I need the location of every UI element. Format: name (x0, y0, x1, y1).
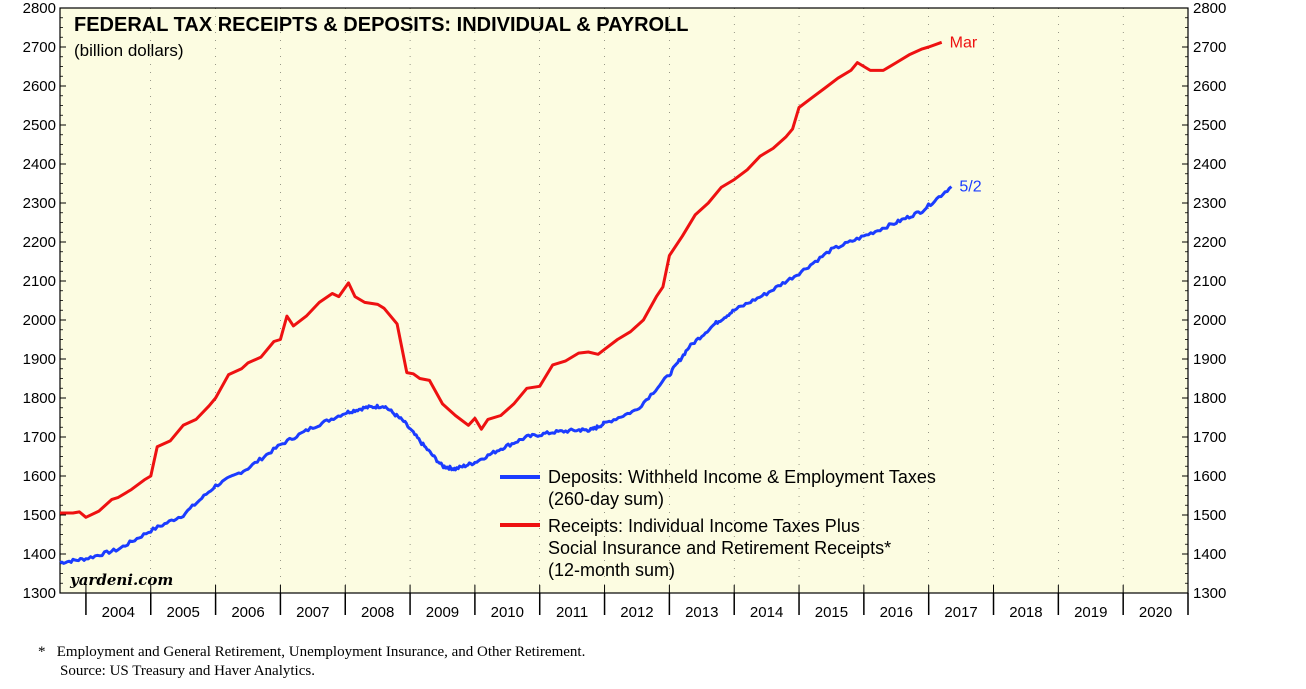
y-tick-label-right: 2800 (1193, 0, 1226, 17)
x-tick-label: 2004 (102, 604, 135, 621)
y-tick-label-right: 1400 (1193, 546, 1226, 563)
y-tick-label-left: 1800 (23, 390, 56, 407)
y-tick-label-right: 1800 (1193, 390, 1226, 407)
y-tick-label-right: 1900 (1193, 351, 1226, 368)
x-tick-label: 2016 (880, 604, 913, 621)
y-tick-label-left: 2700 (23, 39, 56, 56)
x-tick-label: 2010 (491, 604, 524, 621)
chart-title: FEDERAL TAX RECEIPTS & DEPOSITS: INDIVID… (74, 14, 689, 36)
end-label-receipts: Mar (950, 34, 978, 51)
legend-label-receipts: Receipts: Individual Income Taxes Plus (548, 516, 860, 536)
y-tick-label-left: 2600 (23, 78, 56, 95)
y-tick-label-right: 1500 (1193, 507, 1226, 524)
y-tick-label-right: 2100 (1193, 273, 1226, 290)
x-tick-label: 2020 (1139, 604, 1172, 621)
legend: Deposits: Withheld Income & Employment T… (500, 467, 936, 580)
end-label-deposits: 5/2 (959, 179, 981, 196)
y-tick-label-left: 2800 (23, 0, 56, 17)
y-axis-right: 1300 1400 1500 1600 1700 1800 1900 2000 2100 2200… (1182, 0, 1226, 602)
y-tick-label-left: 1600 (23, 468, 56, 485)
y-tick-label-left: 2100 (23, 273, 56, 290)
x-tick-label: 2011 (556, 604, 588, 621)
x-tick-label: 2015 (815, 604, 848, 621)
x-tick-label: 2019 (1074, 604, 1107, 621)
y-tick-label-left: 1900 (23, 351, 56, 368)
y-tick-label-left: 2000 (23, 312, 56, 329)
footnote-text: Employment and General Retirement, Unemp… (56, 644, 586, 660)
series-line-deposits (59, 185, 953, 565)
x-tick-label: 2014 (750, 604, 783, 621)
legend-label-deposits-sub: (260-day sum) (548, 489, 664, 509)
source-note: Source: US Treasury and Haver Analytics. (60, 663, 315, 679)
plot-area (59, 7, 1189, 594)
x-tick-label: 2006 (231, 604, 264, 621)
legend-label-receipts-line3: (12-month sum) (548, 560, 675, 580)
x-tick-label: 2009 (426, 604, 459, 621)
y-tick-label-right: 2400 (1193, 156, 1226, 173)
y-axis-left: 1300 1400 1500 1600 1700 1800 1900 2000 2100 2200… (23, 0, 66, 602)
watermark: yardeni.com (69, 571, 173, 589)
x-tick-label: 2018 (1009, 604, 1042, 621)
chart: 1300 1400 1500 1600 1700 1800 1900 2000 2100 2200… (23, 0, 1227, 621)
x-axis: 2004 2005 2006 2007 2008 2009 2010 2011 2012 2013… (85, 585, 1189, 621)
y-tick-label-left: 1500 (23, 507, 56, 524)
y-tick-label-left: 2200 (23, 234, 56, 251)
y-tick-label-right: 2500 (1193, 117, 1226, 134)
y-tick-label-right: 2200 (1193, 234, 1226, 251)
y-tick-label-left: 1700 (23, 429, 56, 446)
y-tick-label-left: 2500 (23, 117, 56, 134)
y-tick-label-right: 2000 (1193, 312, 1226, 329)
y-tick-label-right: 2700 (1193, 39, 1226, 56)
y-tick-label-left: 2300 (23, 195, 56, 212)
x-tick-label: 2005 (166, 604, 199, 621)
y-tick-label-left: 1300 (23, 585, 56, 602)
legend-label-receipts-line2: Social Insurance and Retirement Receipts… (548, 538, 891, 558)
y-tick-label-left: 2400 (23, 156, 56, 173)
chart-subtitle: (billion dollars) (74, 41, 184, 60)
y-tick-label-right: 1700 (1193, 429, 1226, 446)
footnote-marker: * (38, 644, 46, 660)
x-tick-label: 2008 (361, 604, 394, 621)
y-tick-label-left: 1400 (23, 546, 56, 563)
legend-label-deposits: Deposits: Withheld Income & Employment T… (548, 467, 936, 487)
series-layer: 5/2 Mar (59, 34, 982, 565)
x-tick-label: 2013 (685, 604, 718, 621)
y-tick-label-right: 2300 (1193, 195, 1226, 212)
footnote: * Employment and General Retirement, Une… (38, 643, 585, 662)
x-tick-label: 2017 (944, 604, 977, 621)
x-tick-label: 2007 (296, 604, 329, 621)
x-tick-label: 2012 (620, 604, 653, 621)
y-tick-label-right: 1300 (1193, 585, 1226, 602)
y-tick-label-right: 2600 (1193, 78, 1226, 95)
y-tick-label-right: 1600 (1193, 468, 1226, 485)
series-line-receipts (60, 40, 943, 519)
